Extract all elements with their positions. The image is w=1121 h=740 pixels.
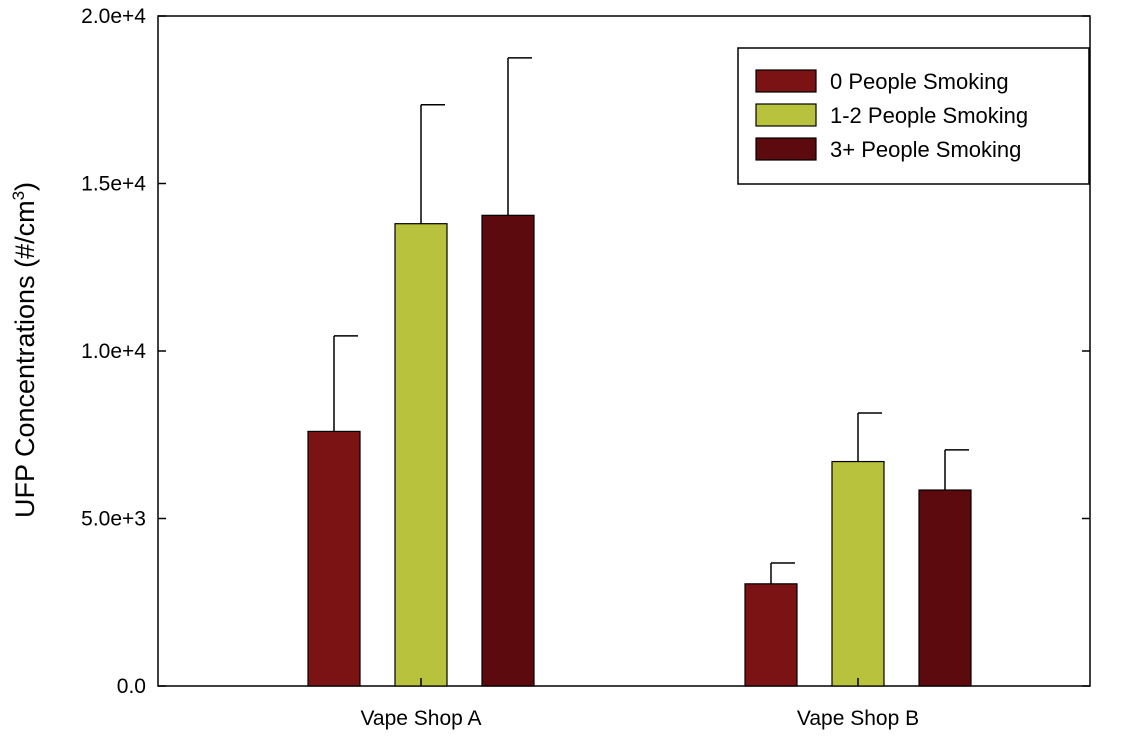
y-tick-label: 5.0e+3 [81, 508, 146, 531]
y-axis-ticks: 0.0 5.0e+3 1.0e+4 1.5e+4 2.0e+4 [81, 5, 1090, 698]
y-axis-title: UFP Concentrations (#/cm3) [9, 182, 40, 518]
bar [831, 460, 885, 687]
y-tick-label: 1.0e+4 [81, 340, 146, 363]
legend-entry-label: 0 People Smoking [830, 69, 1009, 94]
x-category-label: Vape Shop A [360, 707, 481, 730]
bar [744, 583, 798, 687]
y-tick-label: 0.0 [117, 675, 146, 698]
bar [918, 489, 972, 687]
bar [307, 430, 361, 687]
x-category-label: Vape Shop B [797, 707, 919, 730]
legend-swatch [755, 69, 817, 93]
legend-swatch [755, 137, 817, 161]
bar [481, 214, 535, 687]
legend-entry-label: 1-2 People Smoking [830, 103, 1028, 128]
bar [394, 223, 448, 687]
y-tick-label: 1.5e+4 [81, 173, 146, 196]
x-axis-category-labels: Vape Shop A Vape Shop B [360, 678, 919, 730]
y-tick-label: 2.0e+4 [81, 5, 146, 28]
legend-swatch [755, 103, 817, 127]
bars-group [307, 57, 972, 687]
legend: 0 People Smoking 1-2 People Smoking 3+ Peo… [737, 47, 1090, 185]
legend-entry-label: 3+ People Smoking [830, 137, 1021, 162]
